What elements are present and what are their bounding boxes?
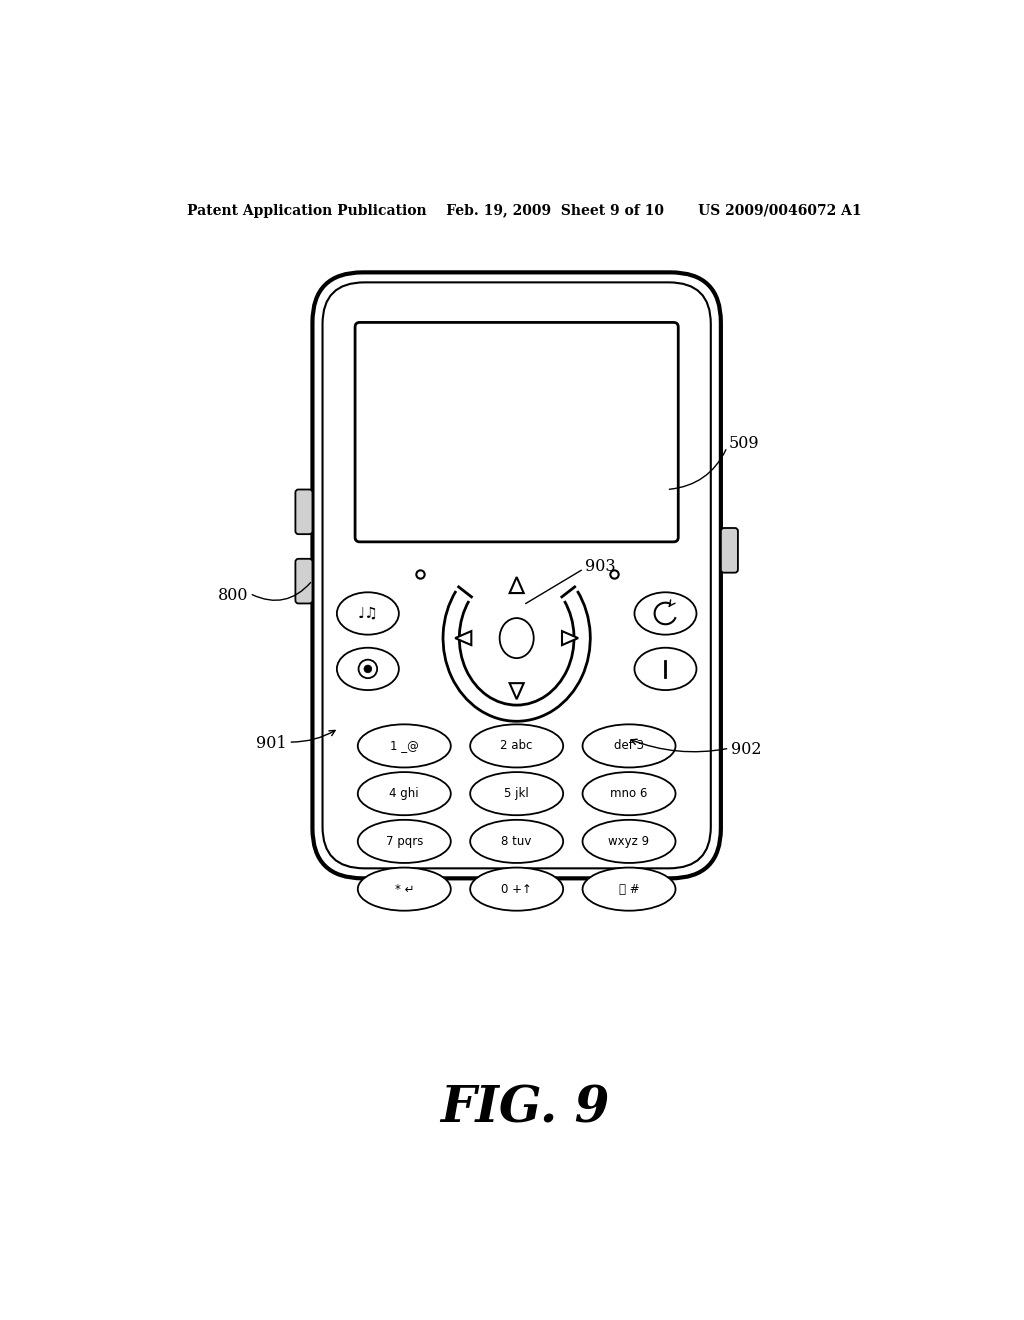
- Text: ⎙ #: ⎙ #: [618, 883, 639, 896]
- Text: wxyz 9: wxyz 9: [608, 834, 649, 847]
- Ellipse shape: [635, 648, 696, 690]
- Ellipse shape: [583, 867, 676, 911]
- FancyBboxPatch shape: [295, 490, 312, 535]
- Text: 902: 902: [731, 742, 762, 758]
- Ellipse shape: [583, 772, 676, 816]
- FancyBboxPatch shape: [312, 272, 721, 878]
- FancyBboxPatch shape: [721, 528, 738, 573]
- Circle shape: [358, 660, 377, 678]
- Ellipse shape: [337, 593, 399, 635]
- FancyBboxPatch shape: [323, 282, 711, 869]
- Ellipse shape: [337, 648, 399, 690]
- Text: 8 tuv: 8 tuv: [502, 834, 531, 847]
- Text: FIG. 9: FIG. 9: [440, 1085, 609, 1134]
- Polygon shape: [510, 577, 523, 593]
- Text: 5 jkl: 5 jkl: [504, 787, 529, 800]
- Polygon shape: [456, 631, 471, 645]
- Text: 4 ghi: 4 ghi: [389, 787, 419, 800]
- Ellipse shape: [357, 867, 451, 911]
- Polygon shape: [562, 631, 579, 645]
- Ellipse shape: [357, 772, 451, 816]
- Text: 901: 901: [256, 735, 287, 752]
- Text: * ↵: * ↵: [394, 883, 414, 896]
- Text: 903: 903: [586, 558, 615, 576]
- Ellipse shape: [470, 867, 563, 911]
- Ellipse shape: [470, 772, 563, 816]
- Text: mno 6: mno 6: [610, 787, 648, 800]
- Text: 800: 800: [218, 587, 248, 605]
- Ellipse shape: [357, 820, 451, 863]
- Text: 0 +↑: 0 +↑: [501, 883, 532, 896]
- Text: def 3: def 3: [614, 739, 644, 752]
- Ellipse shape: [470, 820, 563, 863]
- Ellipse shape: [583, 725, 676, 767]
- Text: Patent Application Publication    Feb. 19, 2009  Sheet 9 of 10       US 2009/004: Patent Application Publication Feb. 19, …: [187, 203, 862, 218]
- Text: 1 _@: 1 _@: [390, 739, 419, 752]
- Text: ♩♫: ♩♫: [357, 606, 378, 620]
- Ellipse shape: [357, 725, 451, 767]
- Circle shape: [364, 665, 372, 673]
- Polygon shape: [510, 684, 523, 700]
- Ellipse shape: [470, 725, 563, 767]
- Ellipse shape: [635, 593, 696, 635]
- FancyBboxPatch shape: [355, 322, 678, 543]
- Ellipse shape: [500, 618, 534, 659]
- Text: 7 pqrs: 7 pqrs: [386, 834, 423, 847]
- FancyBboxPatch shape: [295, 558, 312, 603]
- Text: 509: 509: [729, 434, 759, 451]
- Text: 2 abc: 2 abc: [501, 739, 532, 752]
- Ellipse shape: [583, 820, 676, 863]
